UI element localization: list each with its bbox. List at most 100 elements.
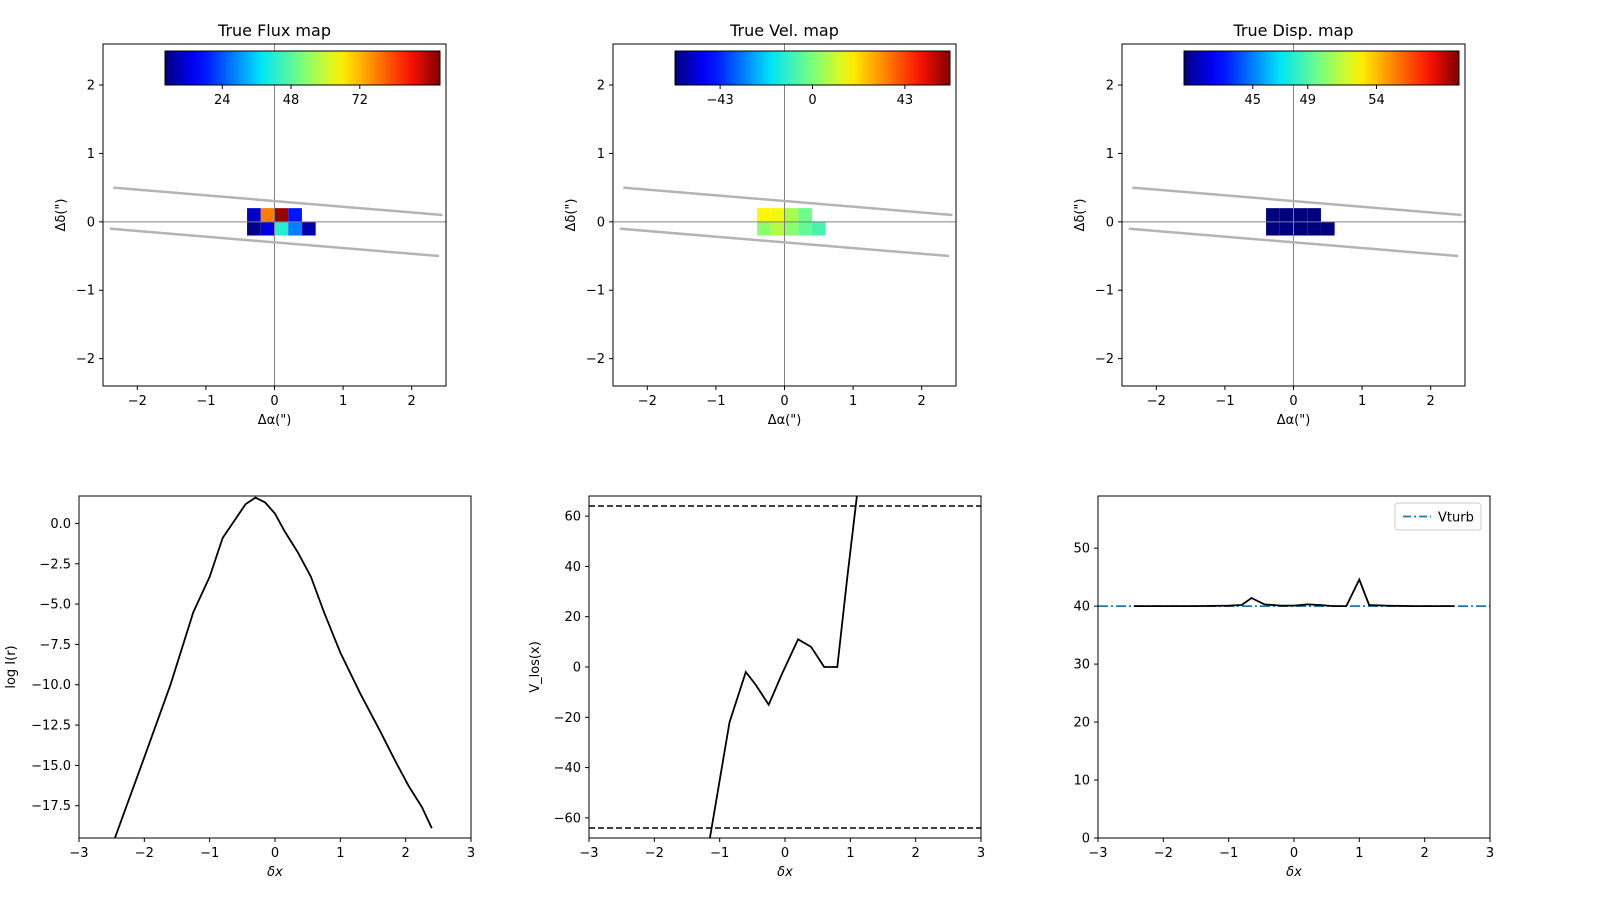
y-tick-label: 0.0 <box>50 517 71 532</box>
plot-area <box>613 44 956 386</box>
x-axis-label: Δα(") <box>1277 413 1311 428</box>
colorbar-tick-label: 45 <box>1244 93 1261 108</box>
colorbar <box>164 50 441 86</box>
y-tick-label: −1 <box>76 284 95 299</box>
y-axis-label: V_los(x) <box>528 641 543 693</box>
y-tick-label: 1 <box>597 147 605 162</box>
chart-title: True Disp. map <box>1232 21 1353 40</box>
x-tick-label: −1 <box>706 394 725 409</box>
y-axis-label: Δδ(") <box>54 199 69 232</box>
y-tick-label: −10.0 <box>31 678 71 693</box>
chart-title: True Flux map <box>217 21 331 40</box>
x-tick-label: −1 <box>200 846 219 861</box>
y-tick-label: 0 <box>597 215 605 230</box>
panel-3: 45 49 54 −2 −1 0 1 2 −2 −1 0 1 2 True Disp. map Δα(") Δ… <box>1073 21 1466 428</box>
x-tick-label: 0 <box>1290 846 1298 861</box>
legend-label: Vturb <box>1438 511 1474 526</box>
heatmap-cell <box>784 221 799 236</box>
colorbar <box>674 50 951 86</box>
x-tick-label: 1 <box>1355 846 1363 861</box>
plot-area <box>1098 577 1490 607</box>
y-tick-label: −1 <box>1095 284 1114 299</box>
plot-area <box>103 44 446 386</box>
panel-1: 24 48 72 −2 −1 0 1 2 −2 −1 0 1 2 True Flux map Δα(") Δδ… <box>54 21 447 428</box>
x-tick-label: 1 <box>339 394 347 409</box>
legend-frame <box>1394 502 1482 531</box>
heatmap-cell <box>1279 221 1294 236</box>
y-tick-label: 10 <box>1073 774 1090 789</box>
y-tick-label: 2 <box>1106 79 1114 94</box>
x-axis-label: δx <box>1286 865 1302 880</box>
heatmap-cell <box>798 221 812 236</box>
x-tick-label: 0 <box>271 846 279 861</box>
panel-4: −3 −2 −1 0 1 2 3 0.0 −2.5 −5.0 −7.5 −10.0 −12.5 −15.0… <box>4 495 475 880</box>
y-tick-label: 50 <box>1073 542 1090 557</box>
x-axis-label: δx <box>267 865 283 880</box>
x-tick-label: 0 <box>1289 394 1297 409</box>
series-line <box>709 496 858 838</box>
colorbar-tick-label: 43 <box>897 93 914 108</box>
colorbar-tick-label: 48 <box>283 93 300 108</box>
heatmap-cell <box>274 208 289 222</box>
heatmap-cell <box>770 208 785 222</box>
y-tick-label: −2.5 <box>39 557 71 572</box>
slit-line <box>619 227 950 258</box>
heatmap-cell <box>288 221 302 236</box>
y-tick-label: −20 <box>554 711 581 726</box>
y-tick-label: −12.5 <box>31 719 71 734</box>
x-tick-label: 0 <box>781 846 789 861</box>
x-tick-label: −3 <box>579 846 598 861</box>
heatmap-cell <box>301 221 316 236</box>
panel-5: −3 −2 −1 0 1 2 3 60 40 20 0 −20 −40 −60 δx V_los(x) <box>528 495 985 880</box>
panel-2: −43 0 43 −2 −1 0 1 2 −2 −1 0 1 2 True Vel. map Δα(") Δδ… <box>564 21 957 428</box>
x-axis-label: Δα(") <box>768 413 802 428</box>
heatmap-cell <box>757 208 771 222</box>
heatmap-cell <box>247 221 261 236</box>
y-tick-label: −40 <box>554 761 581 776</box>
heatmap-cell <box>811 221 826 236</box>
y-axis-label: Δδ(") <box>564 199 579 232</box>
x-tick-label: −2 <box>638 394 657 409</box>
x-tick-label: 1 <box>849 394 857 409</box>
y-tick-label: −2 <box>1095 352 1114 367</box>
x-axis-label: δx <box>777 865 793 880</box>
heatmap-cell <box>770 221 785 236</box>
x-tick-label: 2 <box>1427 394 1435 409</box>
chart-title: True Vel. map <box>729 21 839 40</box>
y-tick-label: −15.0 <box>31 759 71 774</box>
x-tick-label: 0 <box>270 394 278 409</box>
heatmap-cell <box>260 221 275 236</box>
x-tick-label: −2 <box>1147 394 1166 409</box>
colorbar-tick-label: 54 <box>1368 93 1385 108</box>
y-axis-label: log I(r) <box>4 645 19 688</box>
x-tick-label: 1 <box>1358 394 1366 409</box>
x-tick-label: −1 <box>1219 846 1238 861</box>
heatmap-cell <box>1307 208 1321 222</box>
heatmap-cell <box>247 208 261 222</box>
y-tick-label: −5.0 <box>39 598 71 613</box>
plot-area <box>589 496 981 838</box>
series-line <box>1133 577 1455 607</box>
y-tick-label: −2 <box>76 352 95 367</box>
y-tick-label: −17.5 <box>31 799 71 814</box>
y-tick-label: −1 <box>586 284 605 299</box>
colorbar-tick-label: 49 <box>1299 93 1316 108</box>
heatmap-cell <box>1293 208 1308 222</box>
heatmap-cell <box>798 208 812 222</box>
x-tick-label: 0 <box>780 394 788 409</box>
axes-frame <box>78 495 472 839</box>
x-tick-label: 2 <box>402 846 410 861</box>
heatmap-cell <box>1293 221 1308 236</box>
slit-line <box>1128 227 1459 258</box>
slit-line <box>623 186 953 217</box>
x-tick-label: −1 <box>1215 394 1234 409</box>
x-tick-label: −2 <box>135 846 154 861</box>
heatmap-cell <box>1307 221 1321 236</box>
colorbar-tick-label: 24 <box>214 93 231 108</box>
x-tick-label: −2 <box>645 846 664 861</box>
y-tick-label: 20 <box>1073 716 1090 731</box>
heatmap-cell <box>1279 208 1294 222</box>
heatmap-cell <box>1266 208 1280 222</box>
